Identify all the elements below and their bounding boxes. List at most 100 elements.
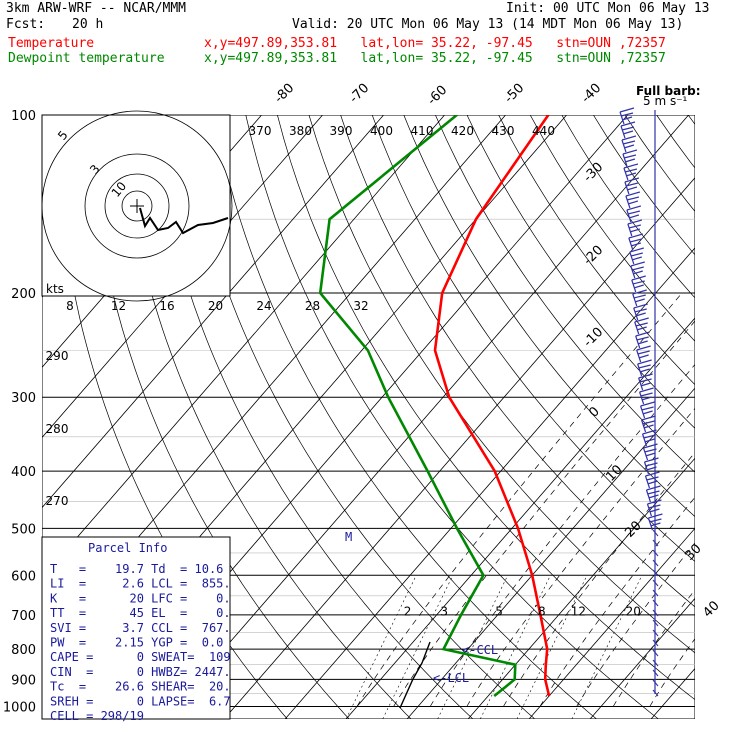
isotherm-line: [42, 115, 445, 579]
wind-barb: [652, 629, 659, 637]
wind-barb: [652, 599, 659, 607]
isotherm-label: 40: [700, 598, 722, 620]
dry-adiabat-line: [340, 115, 695, 608]
hodograph-speed-label: 12: [111, 299, 126, 313]
parcel-info-row: K = 20 LFC = 0.: [50, 591, 231, 605]
wind-barb: [642, 443, 658, 461]
dry-adiabat-line: [720, 115, 740, 719]
wind-barb: [652, 659, 659, 667]
mixing-ratio-line: [571, 575, 643, 719]
isotherm-label: -10: [581, 325, 607, 351]
parcel-info-row: CAPE = 0 SWEAT= 109: [50, 650, 231, 664]
dry-adiabat-line: [213, 115, 597, 719]
dry-adiabat-line: [308, 115, 695, 654]
moist-adiabat-line: [539, 496, 695, 707]
temperature-line: [433, 115, 551, 697]
parcel-info-row: Tc = 26.6 SHEAR= 20.: [50, 680, 231, 694]
isotherm-line: [42, 115, 384, 509]
isotherm-label: 30: [682, 541, 704, 563]
mixing-ratio-label: 8: [538, 604, 546, 618]
theta-label: 390: [330, 124, 353, 138]
wind-barb: [634, 317, 649, 335]
pressure-label: 200: [11, 287, 36, 302]
barb-legend-units: 5 m s⁻¹: [643, 94, 688, 108]
moist-adiabat-line: [576, 542, 695, 707]
pressure-label: 800: [11, 643, 36, 658]
dewpoint-line: [318, 115, 517, 698]
parcel-info-row: CIN = 0 HWBZ= 2447.: [50, 665, 231, 679]
pressure-label: 400: [11, 465, 36, 480]
wind-barb: [652, 649, 659, 657]
barb-legend-title: Full barb:: [636, 84, 701, 98]
pressure-label: 900: [11, 673, 36, 688]
wind-barb: [622, 149, 638, 167]
isotherm-line: [467, 457, 695, 719]
parcel-info-row: SVI = 3.7 CCL = 767.: [50, 621, 231, 635]
pressure-label: 100: [11, 109, 36, 124]
hodograph-ring: [104, 173, 170, 239]
mixing-ratio-label: 3: [440, 604, 448, 618]
isotherm-line: [284, 247, 695, 719]
isotherm-label: 10: [603, 462, 625, 484]
wind-barb: [652, 689, 659, 697]
wind-barb: [628, 233, 643, 251]
wind-barb: [652, 539, 659, 547]
sounding-annotation: M: [345, 530, 352, 544]
parcel-info-row: SREH = 0 LAPSE= 6.7: [50, 694, 231, 708]
wind-barb: [652, 559, 659, 567]
legend-temperature: Temperature: [8, 36, 95, 51]
header-fcst-label: Fcst:: [6, 17, 46, 32]
theta-label: 420: [451, 124, 474, 138]
isotherm-line: [406, 387, 695, 719]
legend-temperature-location: x,y=497.89,353.81 lat,lon= 35.22, -97.45…: [204, 36, 666, 51]
dry-adiabat-line: [466, 115, 695, 429]
parcel-info-row: PW = 2.15 YGP = 0.0: [50, 636, 223, 650]
mixing-ratio-label: 5: [495, 604, 503, 618]
moist-adiabat-line: [429, 363, 695, 707]
wind-barb: [652, 579, 659, 587]
wind-barb: [638, 373, 653, 391]
header-valid: Valid: 20 UTC Mon 06 May 13 (14 MDT Mon …: [292, 17, 684, 32]
isotherm-label: -80: [272, 81, 298, 107]
isotherm-label: -20: [581, 243, 607, 269]
dry-adiabat-line: [403, 115, 695, 518]
parcel-info-row: TT = 45 EL = 0.: [50, 606, 231, 620]
wind-barb: [652, 589, 659, 597]
wind-barb: [641, 429, 657, 447]
wind-barb: [644, 471, 660, 489]
mixing-ratio-label: 12: [571, 604, 586, 618]
theta-label: 370: [249, 124, 272, 138]
isotherm-label: -50: [502, 81, 528, 107]
moist-adiabat-line: [466, 407, 695, 707]
dry-adiabat-line: [593, 115, 695, 256]
theta-label: 440: [532, 124, 555, 138]
wind-barb: [652, 549, 659, 557]
wind-barbs: Full barb:5 m s⁻¹: [619, 84, 701, 697]
parcel-info-title: Parcel Info: [88, 541, 167, 555]
legend-dewpoint-location: x,y=497.89,353.81 lat,lon= 35.22, -97.45…: [204, 51, 666, 66]
wind-barb: [643, 457, 659, 475]
mixing-ratio-line: [480, 575, 551, 719]
wind-barb: [635, 331, 650, 349]
isotherm-line: [712, 115, 740, 719]
wind-barb: [647, 513, 663, 531]
pressure-label: 300: [11, 391, 36, 406]
sounding-annotation: <-LCL: [433, 671, 469, 685]
hodograph-ring: [121, 190, 153, 222]
dry-adiabat-line: [182, 115, 535, 719]
wind-barb: [652, 679, 659, 687]
isotherm-label: -30: [581, 160, 607, 186]
isotherm-line: [528, 527, 695, 719]
dry-adiabat-line: [498, 115, 695, 386]
dry-adiabat-line: [624, 115, 695, 213]
header-init: Init: 00 UTC Mon 06 May 13: [506, 1, 710, 16]
theta-label: 430: [492, 124, 515, 138]
wind-barb: [625, 191, 641, 209]
wind-barb: [626, 205, 642, 223]
wind-barb: [627, 219, 643, 237]
dry-adiabat-line: [435, 115, 695, 473]
hodograph-speed-label: 8: [66, 299, 74, 313]
dry-adiabat-line: [687, 115, 695, 125]
